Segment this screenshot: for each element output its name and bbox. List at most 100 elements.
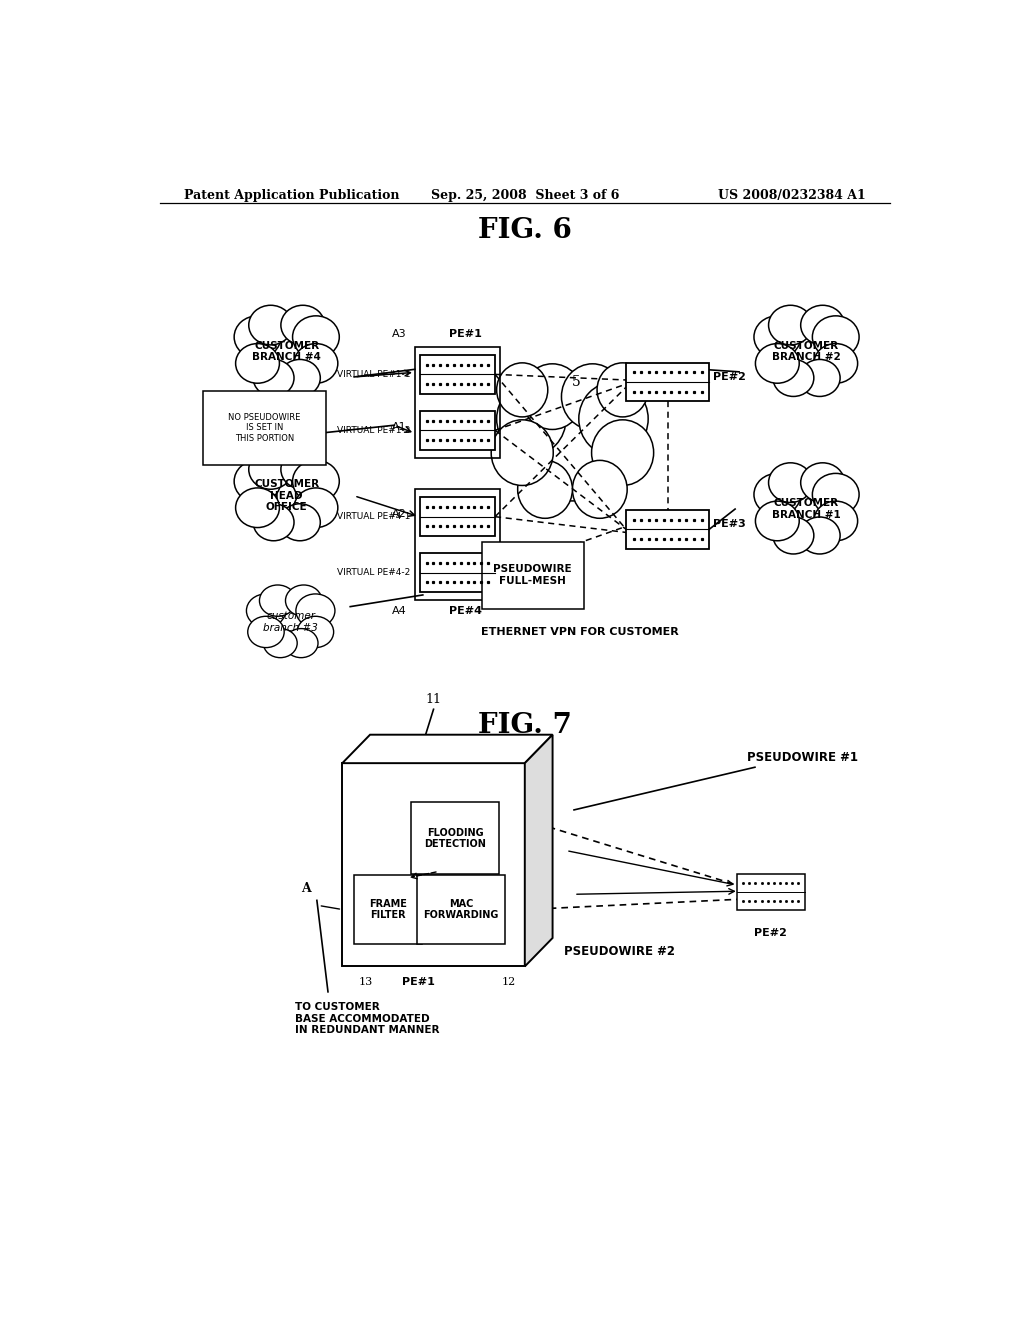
Ellipse shape xyxy=(297,616,334,648)
Ellipse shape xyxy=(773,359,814,396)
Ellipse shape xyxy=(812,474,859,516)
Text: PE#2: PE#2 xyxy=(755,928,787,939)
Text: PSEUDOWIRE #2: PSEUDOWIRE #2 xyxy=(564,945,676,958)
Text: A1: A1 xyxy=(392,422,407,432)
FancyBboxPatch shape xyxy=(627,363,709,401)
Ellipse shape xyxy=(249,305,293,345)
Text: VIRTUAL PE#1-2: VIRTUAL PE#1-2 xyxy=(337,426,411,434)
Ellipse shape xyxy=(497,383,566,455)
Ellipse shape xyxy=(597,363,648,417)
Ellipse shape xyxy=(280,504,321,541)
Text: FIG. 6: FIG. 6 xyxy=(478,218,571,244)
Ellipse shape xyxy=(281,305,325,345)
Ellipse shape xyxy=(801,305,845,345)
Ellipse shape xyxy=(812,315,859,358)
Ellipse shape xyxy=(247,315,327,388)
Ellipse shape xyxy=(248,616,285,648)
Ellipse shape xyxy=(236,488,280,528)
FancyBboxPatch shape xyxy=(737,874,805,909)
FancyBboxPatch shape xyxy=(420,355,495,393)
Text: FIG. 7: FIG. 7 xyxy=(478,713,571,739)
FancyBboxPatch shape xyxy=(627,510,709,549)
Ellipse shape xyxy=(766,473,847,545)
Text: MAC
FORWARDING: MAC FORWARDING xyxy=(423,899,499,920)
Ellipse shape xyxy=(492,420,553,486)
Text: PE#3: PE#3 xyxy=(713,519,745,529)
FancyBboxPatch shape xyxy=(420,411,495,450)
FancyBboxPatch shape xyxy=(203,391,327,465)
Ellipse shape xyxy=(561,364,624,429)
Ellipse shape xyxy=(294,488,338,528)
Text: CUSTOMER
HEAD
OFFICE: CUSTOMER HEAD OFFICE xyxy=(254,479,319,512)
Ellipse shape xyxy=(579,383,648,455)
FancyBboxPatch shape xyxy=(412,803,500,874)
Ellipse shape xyxy=(253,359,294,396)
Text: FRAME
FILTER: FRAME FILTER xyxy=(369,899,407,920)
Ellipse shape xyxy=(286,585,322,616)
Ellipse shape xyxy=(756,343,799,383)
FancyBboxPatch shape xyxy=(482,541,584,609)
Ellipse shape xyxy=(756,502,799,541)
Ellipse shape xyxy=(754,474,801,516)
Ellipse shape xyxy=(249,450,293,490)
Text: PE#1: PE#1 xyxy=(450,329,482,339)
Text: A2: A2 xyxy=(392,508,407,519)
Ellipse shape xyxy=(263,628,297,657)
Text: customer
branch #3: customer branch #3 xyxy=(263,611,318,632)
FancyBboxPatch shape xyxy=(420,553,495,591)
Ellipse shape xyxy=(766,315,847,388)
Text: CUSTOMER
BRANCH #1: CUSTOMER BRANCH #1 xyxy=(772,498,841,520)
Ellipse shape xyxy=(293,461,339,503)
FancyBboxPatch shape xyxy=(420,498,495,536)
Text: VIRTUAL PE#4-2: VIRTUAL PE#4-2 xyxy=(337,568,411,577)
Ellipse shape xyxy=(814,343,858,383)
Ellipse shape xyxy=(236,343,280,383)
Ellipse shape xyxy=(497,363,548,417)
Ellipse shape xyxy=(247,594,286,627)
Ellipse shape xyxy=(773,517,814,554)
Ellipse shape xyxy=(247,459,327,532)
Ellipse shape xyxy=(259,585,296,616)
Ellipse shape xyxy=(519,385,626,500)
FancyBboxPatch shape xyxy=(342,763,524,966)
Ellipse shape xyxy=(769,463,812,503)
Text: NO PSEUDOWIRE
IS SET IN
THIS PORTION: NO PSEUDOWIRE IS SET IN THIS PORTION xyxy=(228,413,301,442)
Text: VIRTUAL PE#4-1: VIRTUAL PE#4-1 xyxy=(337,512,411,521)
Ellipse shape xyxy=(801,463,845,503)
Ellipse shape xyxy=(521,364,584,429)
Text: PSEUDOWIRE #1: PSEUDOWIRE #1 xyxy=(748,751,858,764)
Ellipse shape xyxy=(257,593,325,651)
Text: FLOODING
DETECTION: FLOODING DETECTION xyxy=(425,828,486,849)
Ellipse shape xyxy=(814,502,858,541)
FancyBboxPatch shape xyxy=(417,875,505,944)
Ellipse shape xyxy=(281,450,325,490)
Ellipse shape xyxy=(799,359,840,396)
Ellipse shape xyxy=(234,315,281,358)
Text: A4: A4 xyxy=(392,606,407,616)
Ellipse shape xyxy=(294,343,338,383)
Ellipse shape xyxy=(572,461,627,519)
Ellipse shape xyxy=(280,359,321,396)
Text: A: A xyxy=(301,882,310,895)
Text: 11: 11 xyxy=(426,693,441,706)
Ellipse shape xyxy=(799,517,840,554)
Text: PE#2: PE#2 xyxy=(713,372,745,381)
Text: 5: 5 xyxy=(572,375,581,389)
Text: PSEUDOWIRE
FULL-MESH: PSEUDOWIRE FULL-MESH xyxy=(494,565,572,586)
Ellipse shape xyxy=(769,305,812,345)
Text: VIRTUAL PE#1-1: VIRTUAL PE#1-1 xyxy=(337,370,411,379)
Ellipse shape xyxy=(285,628,318,657)
Text: US 2008/0232384 A1: US 2008/0232384 A1 xyxy=(718,189,866,202)
Text: Patent Application Publication: Patent Application Publication xyxy=(183,189,399,202)
Text: 13: 13 xyxy=(359,977,373,986)
Text: PE#1: PE#1 xyxy=(402,977,435,986)
Text: Sep. 25, 2008  Sheet 3 of 6: Sep. 25, 2008 Sheet 3 of 6 xyxy=(431,189,618,202)
Text: TO CUSTOMER
BASE ACCOMMODATED
IN REDUNDANT MANNER: TO CUSTOMER BASE ACCOMMODATED IN REDUNDA… xyxy=(295,1002,439,1035)
Ellipse shape xyxy=(296,594,335,627)
FancyBboxPatch shape xyxy=(353,875,422,944)
Text: CUSTOMER
BRANCH #4: CUSTOMER BRANCH #4 xyxy=(252,341,322,362)
Text: CUSTOMER
BRANCH #2: CUSTOMER BRANCH #2 xyxy=(772,341,841,362)
Ellipse shape xyxy=(234,461,281,503)
Polygon shape xyxy=(342,735,553,763)
Ellipse shape xyxy=(592,420,653,486)
